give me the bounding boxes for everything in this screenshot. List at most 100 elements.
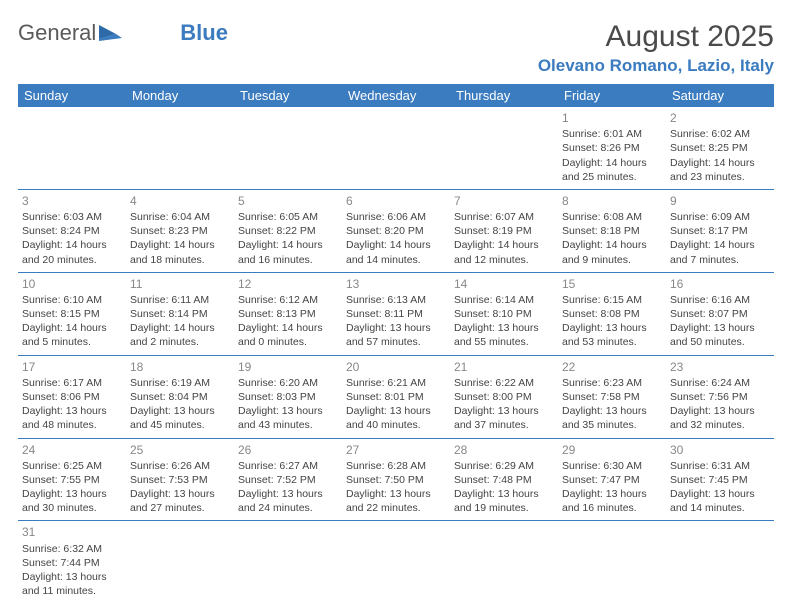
sunrise-line: Sunrise: 6:05 AM (238, 210, 338, 224)
day-number: 20 (346, 359, 446, 375)
sunrise-line: Sunrise: 6:08 AM (562, 210, 662, 224)
sunset-line: Sunset: 8:04 PM (130, 390, 230, 404)
day-number: 1 (562, 110, 662, 126)
day-cell: 23Sunrise: 6:24 AMSunset: 7:56 PMDayligh… (666, 355, 774, 438)
sunrise-line: Sunrise: 6:12 AM (238, 293, 338, 307)
daylight-line: Daylight: 13 hours and 55 minutes. (454, 321, 554, 349)
day-number: 16 (670, 276, 770, 292)
sunrise-line: Sunrise: 6:17 AM (22, 376, 122, 390)
daylight-line: Daylight: 13 hours and 27 minutes. (130, 487, 230, 515)
sunset-line: Sunset: 7:56 PM (670, 390, 770, 404)
daylight-line: Daylight: 13 hours and 45 minutes. (130, 404, 230, 432)
daylight-line: Daylight: 13 hours and 11 minutes. (22, 570, 122, 598)
day-cell: 19Sunrise: 6:20 AMSunset: 8:03 PMDayligh… (234, 355, 342, 438)
day-cell: 17Sunrise: 6:17 AMSunset: 8:06 PMDayligh… (18, 355, 126, 438)
daylight-line: Daylight: 14 hours and 14 minutes. (346, 238, 446, 266)
calendar-row: 17Sunrise: 6:17 AMSunset: 8:06 PMDayligh… (18, 355, 774, 438)
day-cell: 1Sunrise: 6:01 AMSunset: 8:26 PMDaylight… (558, 107, 666, 189)
day-cell: 24Sunrise: 6:25 AMSunset: 7:55 PMDayligh… (18, 438, 126, 521)
daylight-line: Daylight: 13 hours and 48 minutes. (22, 404, 122, 432)
daylight-line: Daylight: 13 hours and 40 minutes. (346, 404, 446, 432)
title-block: August 2025 Olevano Romano, Lazio, Italy (538, 20, 774, 76)
daylight-line: Daylight: 13 hours and 24 minutes. (238, 487, 338, 515)
day-cell: 15Sunrise: 6:15 AMSunset: 8:08 PMDayligh… (558, 272, 666, 355)
sunrise-line: Sunrise: 6:15 AM (562, 293, 662, 307)
header: General Blue August 2025 Olevano Romano,… (18, 20, 774, 76)
daylight-line: Daylight: 13 hours and 53 minutes. (562, 321, 662, 349)
day-cell: 6Sunrise: 6:06 AMSunset: 8:20 PMDaylight… (342, 189, 450, 272)
weekday-header: Sunday (18, 84, 126, 107)
day-number: 3 (22, 193, 122, 209)
logo-text-1: General (18, 20, 96, 46)
logo-text-2: Blue (180, 20, 228, 46)
sunset-line: Sunset: 8:23 PM (130, 224, 230, 238)
daylight-line: Daylight: 14 hours and 9 minutes. (562, 238, 662, 266)
sunset-line: Sunset: 7:52 PM (238, 473, 338, 487)
daylight-line: Daylight: 13 hours and 22 minutes. (346, 487, 446, 515)
empty-cell (342, 107, 450, 189)
sunrise-line: Sunrise: 6:16 AM (670, 293, 770, 307)
day-cell: 7Sunrise: 6:07 AMSunset: 8:19 PMDaylight… (450, 189, 558, 272)
day-cell: 11Sunrise: 6:11 AMSunset: 8:14 PMDayligh… (126, 272, 234, 355)
daylight-line: Daylight: 13 hours and 19 minutes. (454, 487, 554, 515)
daylight-line: Daylight: 13 hours and 57 minutes. (346, 321, 446, 349)
sunset-line: Sunset: 7:48 PM (454, 473, 554, 487)
sunset-line: Sunset: 8:07 PM (670, 307, 770, 321)
empty-cell (126, 521, 234, 603)
daylight-line: Daylight: 14 hours and 5 minutes. (22, 321, 122, 349)
day-cell: 27Sunrise: 6:28 AMSunset: 7:50 PMDayligh… (342, 438, 450, 521)
day-cell: 28Sunrise: 6:29 AMSunset: 7:48 PMDayligh… (450, 438, 558, 521)
sunset-line: Sunset: 8:11 PM (346, 307, 446, 321)
sunrise-line: Sunrise: 6:31 AM (670, 459, 770, 473)
calendar-body: 1Sunrise: 6:01 AMSunset: 8:26 PMDaylight… (18, 107, 774, 603)
sunset-line: Sunset: 8:08 PM (562, 307, 662, 321)
sunrise-line: Sunrise: 6:02 AM (670, 127, 770, 141)
sunrise-line: Sunrise: 6:10 AM (22, 293, 122, 307)
day-number: 4 (130, 193, 230, 209)
sunrise-line: Sunrise: 6:21 AM (346, 376, 446, 390)
day-cell: 5Sunrise: 6:05 AMSunset: 8:22 PMDaylight… (234, 189, 342, 272)
daylight-line: Daylight: 14 hours and 25 minutes. (562, 156, 662, 184)
sunset-line: Sunset: 8:26 PM (562, 141, 662, 155)
sunrise-line: Sunrise: 6:27 AM (238, 459, 338, 473)
month-title: August 2025 (538, 20, 774, 54)
daylight-line: Daylight: 14 hours and 12 minutes. (454, 238, 554, 266)
daylight-line: Daylight: 13 hours and 50 minutes. (670, 321, 770, 349)
day-number: 26 (238, 442, 338, 458)
sunrise-line: Sunrise: 6:23 AM (562, 376, 662, 390)
calendar-row: 31Sunrise: 6:32 AMSunset: 7:44 PMDayligh… (18, 521, 774, 603)
day-number: 24 (22, 442, 122, 458)
calendar-row: 1Sunrise: 6:01 AMSunset: 8:26 PMDaylight… (18, 107, 774, 189)
sunrise-line: Sunrise: 6:20 AM (238, 376, 338, 390)
day-number: 28 (454, 442, 554, 458)
sunset-line: Sunset: 7:55 PM (22, 473, 122, 487)
sunset-line: Sunset: 8:14 PM (130, 307, 230, 321)
day-cell: 31Sunrise: 6:32 AMSunset: 7:44 PMDayligh… (18, 521, 126, 603)
sunrise-line: Sunrise: 6:29 AM (454, 459, 554, 473)
daylight-line: Daylight: 14 hours and 2 minutes. (130, 321, 230, 349)
sunrise-line: Sunrise: 6:01 AM (562, 127, 662, 141)
day-number: 18 (130, 359, 230, 375)
sunset-line: Sunset: 7:47 PM (562, 473, 662, 487)
day-number: 23 (670, 359, 770, 375)
day-cell: 13Sunrise: 6:13 AMSunset: 8:11 PMDayligh… (342, 272, 450, 355)
sunrise-line: Sunrise: 6:04 AM (130, 210, 230, 224)
daylight-line: Daylight: 14 hours and 7 minutes. (670, 238, 770, 266)
day-number: 25 (130, 442, 230, 458)
sunset-line: Sunset: 8:19 PM (454, 224, 554, 238)
sunrise-line: Sunrise: 6:30 AM (562, 459, 662, 473)
day-number: 14 (454, 276, 554, 292)
daylight-line: Daylight: 13 hours and 30 minutes. (22, 487, 122, 515)
empty-cell (558, 521, 666, 603)
day-number: 13 (346, 276, 446, 292)
day-cell: 16Sunrise: 6:16 AMSunset: 8:07 PMDayligh… (666, 272, 774, 355)
daylight-line: Daylight: 13 hours and 14 minutes. (670, 487, 770, 515)
day-cell: 8Sunrise: 6:08 AMSunset: 8:18 PMDaylight… (558, 189, 666, 272)
day-number: 27 (346, 442, 446, 458)
sunrise-line: Sunrise: 6:24 AM (670, 376, 770, 390)
sunrise-line: Sunrise: 6:32 AM (22, 542, 122, 556)
day-cell: 4Sunrise: 6:04 AMSunset: 8:23 PMDaylight… (126, 189, 234, 272)
day-cell: 21Sunrise: 6:22 AMSunset: 8:00 PMDayligh… (450, 355, 558, 438)
sunrise-line: Sunrise: 6:03 AM (22, 210, 122, 224)
day-cell: 14Sunrise: 6:14 AMSunset: 8:10 PMDayligh… (450, 272, 558, 355)
